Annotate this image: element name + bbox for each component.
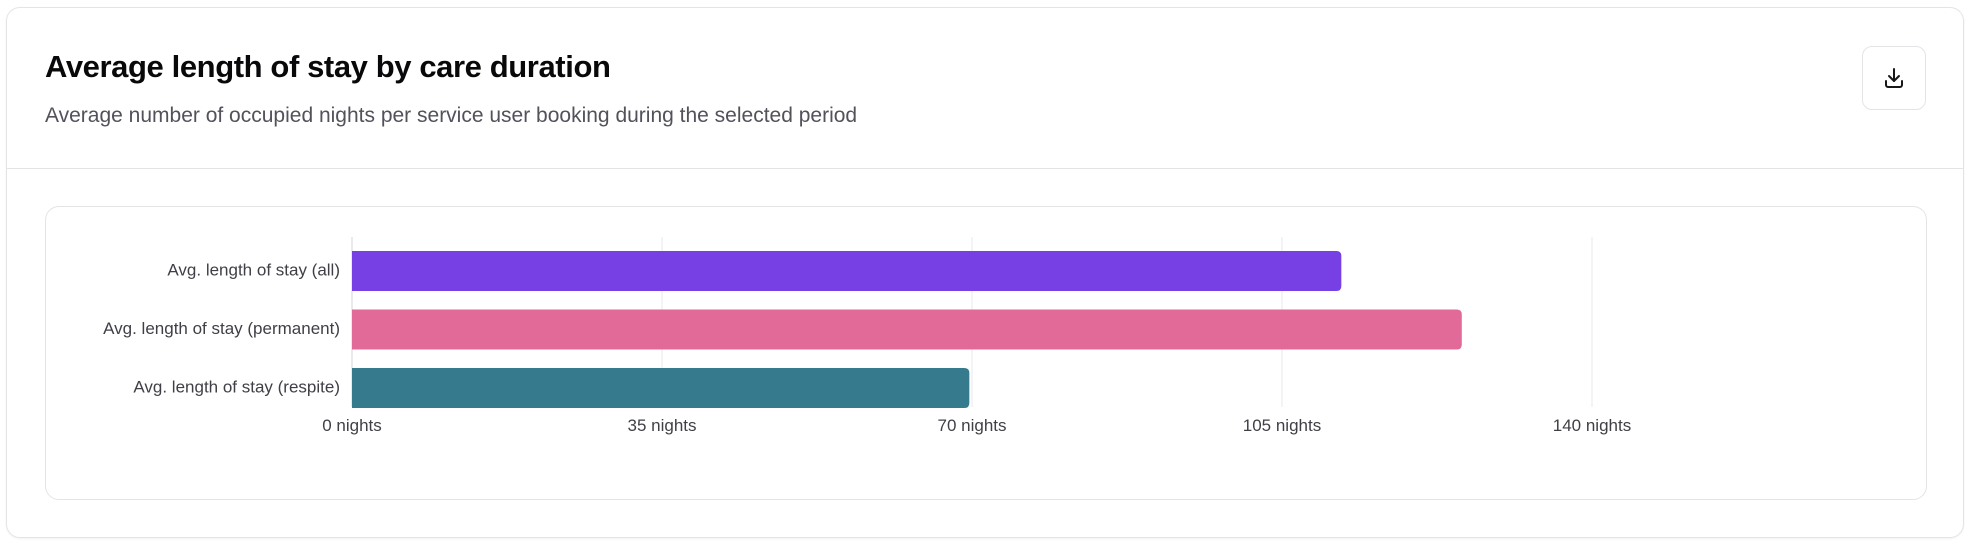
bar[interactable] — [352, 368, 970, 408]
category-label: Avg. length of stay (permanent) — [103, 319, 340, 338]
x-tick-label: 0 nights — [322, 416, 382, 435]
x-tick-label: 35 nights — [628, 416, 697, 435]
x-tick-label: 140 nights — [1553, 416, 1631, 435]
card-header: Average length of stay by care duration … — [7, 8, 1963, 169]
x-tick-label: 70 nights — [938, 416, 1007, 435]
category-label: Avg. length of stay (respite) — [133, 377, 340, 396]
chart-subtitle: Average number of occupied nights per se… — [45, 104, 858, 127]
bar[interactable] — [352, 309, 1462, 350]
category-label: Avg. length of stay (all) — [167, 260, 340, 279]
chart-card: Average length of stay by care duration … — [6, 7, 1964, 538]
download-button[interactable] — [1862, 46, 1926, 110]
bar-chart: Avg. length of stay (all) Avg. length of … — [103, 237, 1631, 435]
chart-panel: Avg. length of stay (all) Avg. length of … — [45, 206, 1927, 500]
x-tick-label: 105 nights — [1243, 416, 1321, 435]
chart-title: Average length of stay by care duration — [45, 49, 611, 84]
download-icon — [1882, 66, 1906, 90]
bar[interactable] — [352, 251, 1342, 291]
